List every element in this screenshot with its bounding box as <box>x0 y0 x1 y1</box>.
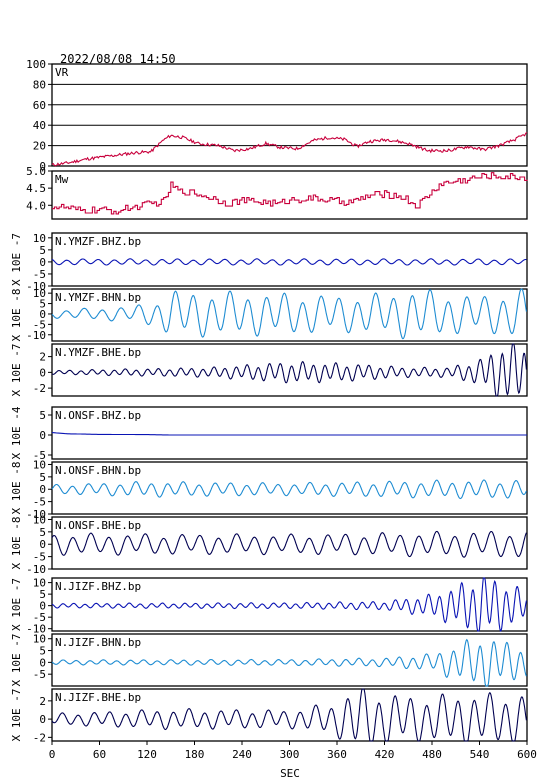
ytick-label-onn-3: -5 <box>33 496 46 509</box>
panel-label-mw: Mw <box>55 173 69 186</box>
ytick-label-yme-1: 0 <box>39 366 46 379</box>
y-axis-label-jin: X 10E -7 <box>10 634 23 687</box>
ytick-label-onn-1: 5 <box>39 471 46 484</box>
ytick-label-jie-1: 0 <box>39 713 46 726</box>
y-axis-label-onz: X 10E -4 <box>10 406 23 459</box>
ytick-label-one-3: -5 <box>33 551 46 564</box>
series-line-onn <box>51 479 527 500</box>
panel-frame-vr <box>51 63 528 167</box>
y-axis-label-jiz: X 10E -7 <box>10 578 23 631</box>
ytick-label-ymn-3: -5 <box>33 318 46 331</box>
ytick-label-ymn-2: 0 <box>39 308 46 321</box>
ytick-label-yme-0: 2 <box>39 351 46 364</box>
panel-frame-one <box>51 516 528 570</box>
xtick-label-9: 540 <box>470 748 490 761</box>
y-axis-label-onn: X 10E -8 <box>10 462 23 515</box>
ytick-label-jiz-3: -5 <box>33 611 46 624</box>
ytick-label-vr-3: 40 <box>33 119 46 132</box>
ytick-label-vr-0: 100 <box>26 58 46 71</box>
series-line-ymn <box>51 288 527 340</box>
panel-label-ymz: N.YMZF.BHZ.bp <box>55 235 141 248</box>
series-line-vr <box>51 131 528 167</box>
series-line-ymz <box>51 258 527 266</box>
xtick-label-0: 0 <box>49 748 56 761</box>
xtick-label-1: 60 <box>93 748 106 761</box>
series-line-yme <box>51 343 527 397</box>
chart-timestamp: 2022/08/08 14:50 <box>60 52 176 66</box>
ytick-label-vr-5: 0 <box>39 160 46 173</box>
ytick-label-jin-0: 10 <box>33 633 46 646</box>
panel-frame-yme <box>51 343 528 397</box>
ytick-label-jin-2: 0 <box>39 656 46 669</box>
x-axis-label: SEC <box>280 767 300 780</box>
ytick-label-ymz-0: 10 <box>33 232 46 245</box>
ytick-label-jiz-0: 10 <box>33 577 46 590</box>
panel-frame-jin <box>51 633 528 687</box>
ytick-label-jie-2: -2 <box>33 731 46 744</box>
ytick-label-one-1: 5 <box>39 526 46 539</box>
ytick-label-ymn-1: 5 <box>39 298 46 311</box>
ytick-label-jiz-1: 5 <box>39 588 46 601</box>
panel-label-one: N.ONSF.BHE.bp <box>55 519 141 532</box>
ytick-label-onn-2: 0 <box>39 483 46 496</box>
ytick-label-one-4: -10 <box>26 563 46 576</box>
ytick-label-onn-4: -10 <box>26 508 46 521</box>
series-line-jiz <box>51 577 527 632</box>
ytick-label-vr-2: 60 <box>33 99 46 112</box>
ytick-label-ymz-2: 0 <box>39 256 46 269</box>
ytick-label-onz-2: -5 <box>33 449 46 462</box>
ytick-label-onz-1: 0 <box>39 429 46 442</box>
panel-label-ymn: N.YMZF.BHN.bp <box>55 291 141 304</box>
ytick-label-one-0: 10 <box>33 513 46 526</box>
panel-label-vr: VR <box>55 66 69 79</box>
ytick-label-jiz-4: -10 <box>26 623 46 636</box>
ytick-label-ymz-4: -10 <box>26 280 46 293</box>
series-line-jin <box>51 638 527 687</box>
panel-label-jiz: N.JIZF.BHZ.bp <box>55 580 141 593</box>
xtick-label-6: 360 <box>327 748 347 761</box>
panel-label-onz: N.ONSF.BHZ.bp <box>55 409 141 422</box>
xtick-label-7: 420 <box>375 748 395 761</box>
ytick-label-yme-2: -2 <box>33 382 46 395</box>
series-line-mw <box>52 172 528 215</box>
ytick-label-jiz-2: 0 <box>39 600 46 613</box>
y-axis-label-ymn: X 10E -8 <box>10 289 23 342</box>
panel-frame-mw <box>51 170 528 220</box>
xtick-label-10: 600 <box>517 748 537 761</box>
series-line-onz <box>51 432 527 436</box>
ytick-label-jin-3: -5 <box>33 668 46 681</box>
xtick-label-4: 240 <box>232 748 252 761</box>
ytick-label-mw-2: 4.0 <box>26 199 46 212</box>
y-axis-label-one: X 10E -8 <box>10 517 23 570</box>
xtick-label-3: 180 <box>185 748 205 761</box>
series-line-one <box>51 530 527 558</box>
ytick-label-mw-1: 4.5 <box>26 182 46 195</box>
ytick-label-jie-0: 2 <box>39 695 46 708</box>
ytick-label-onz-0: 5 <box>39 409 46 422</box>
ytick-label-ymn-4: -10 <box>26 329 46 342</box>
ytick-label-one-2: 0 <box>39 538 46 551</box>
y-axis-label-jie: X 10E -7 <box>10 689 23 742</box>
ytick-label-vr-4: 20 <box>33 140 46 153</box>
panel-label-jin: N.JIZF.BHN.bp <box>55 636 141 649</box>
ytick-label-ymn-0: 10 <box>33 287 46 300</box>
ytick-label-ymz-3: -5 <box>33 268 46 281</box>
ytick-label-vr-1: 80 <box>33 78 46 91</box>
series-line-jie <box>51 688 527 742</box>
xtick-label-2: 120 <box>137 748 157 761</box>
xtick-label-8: 480 <box>422 748 442 761</box>
ytick-label-onn-0: 10 <box>33 458 46 471</box>
ytick-label-mw-0: 5.0 <box>26 165 46 178</box>
xtick-label-5: 300 <box>280 748 300 761</box>
panel-label-onn: N.ONSF.BHN.bp <box>55 464 141 477</box>
y-axis-label-yme: X 10E -7 <box>10 344 23 397</box>
panel-frame-onn <box>51 461 528 515</box>
panel-label-yme: N.YMZF.BHE.bp <box>55 346 141 359</box>
y-axis-label-ymz: X 10E -7 <box>10 233 23 286</box>
panel-label-jie: N.JIZF.BHE.bp <box>55 691 141 704</box>
ytick-label-jin-1: 5 <box>39 645 46 658</box>
ytick-label-ymz-1: 5 <box>39 244 46 257</box>
